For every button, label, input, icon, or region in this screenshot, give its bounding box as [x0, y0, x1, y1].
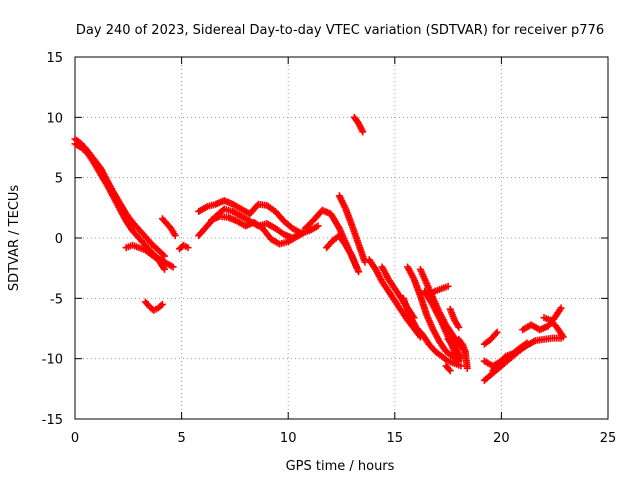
data-point	[355, 268, 363, 276]
y-tick-label: -5	[50, 292, 63, 307]
x-tick-label: 0	[71, 431, 79, 446]
series-track-30	[540, 314, 567, 341]
y-tick-label: 10	[46, 111, 63, 126]
data-point	[184, 244, 192, 252]
series-track-25	[480, 334, 565, 384]
series-track-20	[425, 282, 452, 300]
data-point	[457, 362, 465, 370]
series-track-17	[404, 263, 463, 365]
data-point	[463, 364, 471, 372]
series-track-4	[141, 298, 166, 314]
data-point	[557, 304, 565, 312]
x-tick-label: 20	[493, 431, 510, 446]
y-axis-label: SDTVAR / TECUs	[7, 185, 22, 292]
x-axis-tick-labels: 0 5 10 15 20 25	[71, 431, 616, 446]
series-track-28	[489, 350, 516, 375]
x-axis-label: GPS time / hours	[286, 459, 395, 474]
y-tick-label: 15	[46, 51, 63, 66]
series-track-8	[195, 197, 305, 237]
series-track-16	[399, 294, 465, 370]
series-track-13	[350, 113, 367, 136]
data-point	[361, 258, 369, 266]
y-tick-label: -15	[42, 413, 63, 428]
series-track-12	[323, 232, 363, 276]
data-point	[508, 350, 516, 358]
data-point	[171, 232, 179, 240]
data-points	[71, 113, 567, 384]
chart-title: Day 240 of 2023, Sidereal Day-to-day VTE…	[76, 23, 604, 38]
data-point	[161, 265, 169, 273]
x-tick-label: 10	[280, 431, 297, 446]
series-track-9	[207, 212, 309, 248]
y-tick-label: -10	[42, 353, 63, 368]
data-point	[455, 323, 463, 331]
series-track-5	[158, 215, 179, 240]
data-point	[444, 282, 452, 290]
data-point	[523, 339, 531, 347]
axis-ticks	[74, 56, 609, 420]
data-point	[157, 302, 165, 310]
y-tick-label: 5	[55, 172, 63, 187]
data-point	[559, 333, 567, 341]
data-point	[158, 300, 166, 308]
x-tick-label: 15	[387, 431, 404, 446]
x-tick-label: 25	[600, 431, 617, 446]
data-point	[493, 328, 501, 336]
data-point	[161, 252, 169, 260]
x-tick-label: 5	[177, 431, 185, 446]
series-track-2	[71, 135, 169, 260]
y-tick-label: 0	[55, 232, 63, 247]
series-track-24	[455, 335, 471, 372]
series-track-21	[442, 362, 454, 375]
data-point	[458, 340, 466, 348]
data-point	[359, 128, 367, 136]
series-track-27	[480, 328, 501, 348]
data-point	[446, 367, 454, 375]
y-axis-tick-labels: -15 -10 -5 0 5 10 15	[42, 51, 63, 428]
series-track-3	[122, 241, 169, 273]
data-point	[492, 330, 500, 338]
series-track-23	[446, 305, 463, 331]
series-track-6	[175, 241, 192, 253]
data-point	[169, 263, 177, 271]
series-track-11	[335, 192, 369, 266]
data-point	[314, 222, 322, 230]
